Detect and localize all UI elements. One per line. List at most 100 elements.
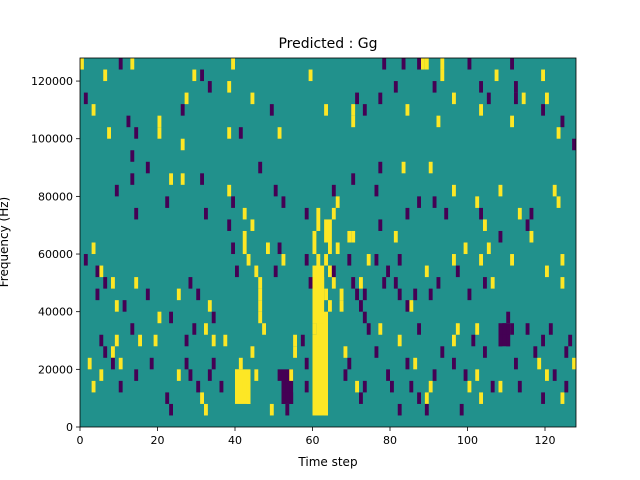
heatmap-cell-low <box>366 323 371 335</box>
heatmap-cell-low <box>304 254 309 266</box>
heatmap-cell-high <box>99 369 104 381</box>
heatmap-cell-low <box>134 127 139 139</box>
heatmap-cell-high <box>428 380 433 393</box>
heatmap-cell-high <box>409 300 414 312</box>
heatmap-cell-high <box>397 334 402 347</box>
heatmap-cell-low <box>258 161 263 174</box>
heatmap-cell-low <box>424 403 429 416</box>
heatmap-cell-low <box>238 127 243 139</box>
heatmap-cell-low <box>467 58 472 70</box>
heatmap-cell-low <box>277 242 282 255</box>
heatmap-cell-high <box>227 184 232 197</box>
heatmap-cell-high <box>250 346 255 358</box>
heatmap-cell-high <box>316 334 321 347</box>
heatmap-cell-high <box>463 242 468 255</box>
heatmap-cell-low <box>103 277 108 289</box>
heatmap-cell-high <box>111 277 115 289</box>
heatmap-cell-high <box>312 311 317 324</box>
heatmap-cell-high <box>378 323 383 335</box>
heatmap-cell-high <box>335 196 340 208</box>
heatmap-cell-high <box>498 380 503 393</box>
heatmap-cell-high <box>331 277 336 289</box>
heatmap-cell-low <box>490 380 495 393</box>
heatmap-cell-low <box>413 288 418 301</box>
heatmap-cell-low <box>397 403 402 416</box>
heatmap-cell-high <box>204 323 208 335</box>
heatmap-cell-high <box>324 219 332 243</box>
heatmap-cell-high <box>211 334 216 347</box>
y-tick-label: 40000 <box>38 306 73 319</box>
heatmap-cell-high <box>312 265 325 324</box>
heatmap-cell-low <box>304 357 309 370</box>
heatmap-cell-low <box>467 288 472 301</box>
plot-frame <box>79 57 577 428</box>
heatmap-cell-low <box>122 300 127 312</box>
heatmap-cell-high <box>111 346 115 358</box>
heatmap-cell-low <box>463 369 468 381</box>
heatmap-cell-high <box>324 403 328 416</box>
heatmap-cell-high <box>490 277 495 289</box>
heatmap-cell-low <box>331 184 336 197</box>
heatmap-cell-high <box>254 265 259 278</box>
heatmap-cell-high <box>510 254 514 266</box>
heatmap-cell-low <box>169 311 173 324</box>
heatmap-cell-high <box>440 69 445 82</box>
heatmap-cell-low <box>362 104 367 116</box>
heatmap-cell-low <box>362 288 367 301</box>
heatmap-cell-low <box>405 300 410 312</box>
heatmap-cell-high <box>467 380 472 393</box>
heatmap-cell-low <box>374 346 379 358</box>
heatmap-cell-low <box>405 207 410 220</box>
heatmap-cell-high <box>242 230 247 243</box>
heatmap-cell-low <box>397 254 402 266</box>
x-tick-label: 60 <box>306 434 320 447</box>
heatmap-cell-low <box>483 346 487 358</box>
heatmap-cell-low <box>192 323 197 335</box>
heatmap-cell-high <box>250 92 255 105</box>
y-tick-label: 100000 <box>31 133 73 146</box>
y-tick-label: 20000 <box>38 363 73 376</box>
heatmap-cell-low <box>560 115 565 128</box>
heatmap-cell-high <box>207 300 212 312</box>
heatmap-cell-low <box>514 81 518 93</box>
heatmap-cell-high <box>227 127 232 139</box>
heatmap-cell-low <box>374 254 379 266</box>
heatmap-cell-low <box>95 288 100 301</box>
heatmap-cell-low <box>273 184 278 197</box>
heatmap-cell-high <box>254 369 259 381</box>
heatmap-cell-low <box>382 58 387 70</box>
heatmap-cell-low <box>502 323 507 335</box>
heatmap-cell-high <box>176 288 181 301</box>
heatmap-cell-high <box>351 104 356 116</box>
heatmap-cell-high <box>312 392 317 404</box>
heatmap-cell-low <box>347 254 352 266</box>
heatmap-cell-low <box>498 334 503 347</box>
heatmap-cell-high <box>258 277 263 289</box>
heatmap-cell-low <box>417 392 421 404</box>
heatmap-cell-high <box>475 323 480 335</box>
heatmap-cell-high <box>114 300 119 312</box>
heatmap-cell-high <box>184 92 189 105</box>
heatmap-cell-high <box>413 357 418 370</box>
heatmap-cell-low <box>196 288 201 301</box>
heatmap-cell-low <box>525 323 530 335</box>
heatmap-cell-low <box>510 323 514 335</box>
heatmap-cell-high <box>316 380 321 393</box>
heatmap-cell-high <box>328 242 332 255</box>
heatmap-cell-low <box>362 311 367 324</box>
heatmap-cell-high <box>401 161 406 174</box>
y-axis: 0 20000 40000 60000 80000 100000 120000 <box>31 75 80 434</box>
heatmap-cell-high <box>176 369 181 381</box>
heatmap-cell-low <box>378 161 383 174</box>
heatmap-cell-low <box>351 173 356 185</box>
heatmap-cell-low <box>273 265 278 278</box>
heatmap-cell-low <box>397 288 402 301</box>
heatmap-cell-high <box>359 277 363 289</box>
heatmap-cell-high <box>312 230 317 243</box>
heatmap-cell-low <box>200 69 204 82</box>
heatmap-cell-high <box>107 127 111 139</box>
heatmap-cell-high <box>486 242 491 255</box>
y-tick-label: 80000 <box>38 190 73 203</box>
heatmap-cell-low <box>378 92 383 105</box>
